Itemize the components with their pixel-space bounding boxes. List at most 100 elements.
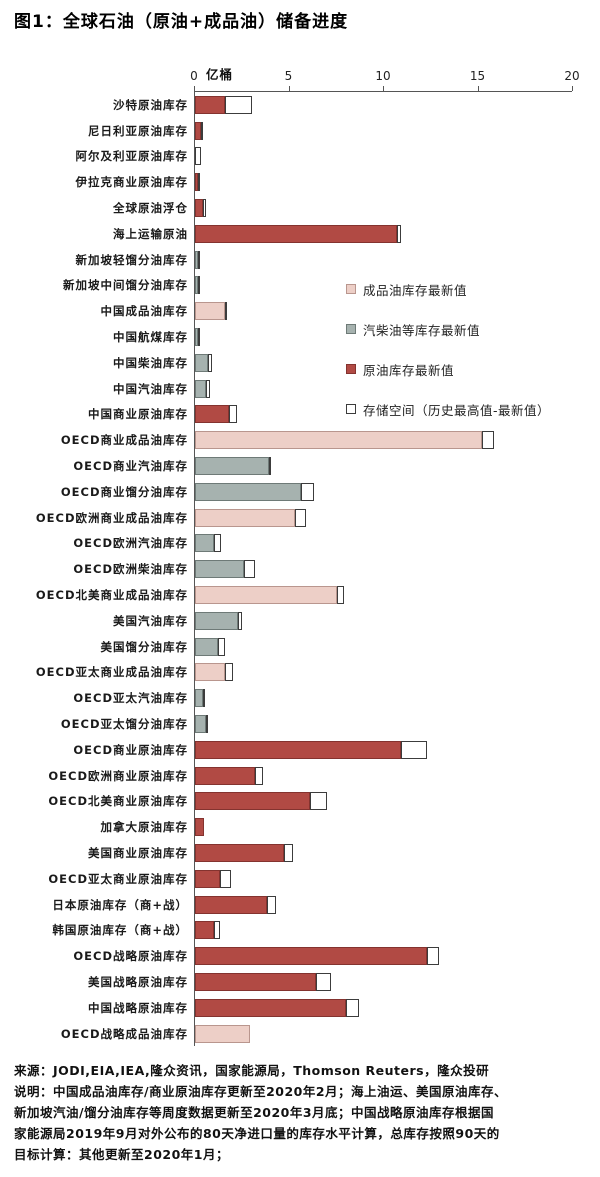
category-label: OECD商业原油库存 — [73, 742, 188, 757]
bar-chart: 亿桶 0 5 10 15 20 沙特原油库存 尼日利亚原油库存 阿尔及利亚原油库存 伊拉克商业… — [14, 64, 586, 1047]
bar-segment-space — [244, 560, 256, 579]
bar-segment-crude — [195, 405, 230, 424]
bar-row: 中国汽油库存 — [113, 376, 572, 402]
bar-track — [195, 844, 294, 862]
bar-segment-space — [336, 586, 345, 605]
legend-swatch-space — [346, 404, 356, 414]
bar-segment-crude — [195, 740, 401, 759]
bar-row: OECD战略原油库存 — [73, 943, 572, 969]
bar-segment-space — [482, 431, 494, 450]
footer-line: 家能源局2019年9月对外公布的80天净进口量的库存水平计算，总库存按照90天的 — [14, 1126, 500, 1142]
category-label: OECD欧洲汽油库存 — [73, 536, 188, 551]
legend-swatch-product — [346, 284, 356, 294]
bar-track — [195, 224, 401, 243]
bar-segment-space — [197, 328, 200, 347]
category-label: OECD北美商业成品油库存 — [35, 588, 188, 603]
bar-row: 韩国原油库存（商+战） — [52, 918, 572, 944]
bar-segment-lightoil — [195, 482, 301, 501]
category-label: OECD亚太馏分油库存 — [60, 717, 188, 732]
bar-track — [195, 431, 494, 450]
bar-segment-lightoil — [195, 689, 203, 708]
bar-row: 全球原油浮仓 — [113, 195, 572, 221]
category-label: 新加坡中间馏分油库存 — [63, 278, 188, 293]
bar-row: OECD商业汽油库存 — [73, 453, 572, 479]
bar-segment-lightoil — [195, 250, 198, 269]
value-axis: 亿桶 0 5 10 15 20 — [190, 64, 580, 92]
bar-track — [195, 689, 205, 708]
source-note: 来源：JODI,EIA,IEA,隆众资讯，国家能源局，Thomson Reute… — [14, 1060, 586, 1165]
category-label: 尼日利亚原油库存 — [88, 123, 188, 138]
bar-segment-space — [213, 534, 222, 553]
bar-segment-space — [427, 947, 439, 966]
bar-row: 中国柴油库存 — [113, 350, 572, 376]
category-label: OECD商业汽油库存 — [73, 459, 188, 474]
bar-segment-product — [195, 586, 337, 605]
bar-segment-space — [310, 792, 328, 811]
bar-segment-space — [206, 715, 209, 734]
category-label: 中国柴油库存 — [113, 355, 188, 370]
bar-segment-product — [195, 431, 483, 450]
bar-segment-space — [202, 199, 207, 218]
bar-segment-crude — [195, 792, 311, 811]
bar-segment-space — [206, 379, 211, 398]
bar-segment-crude — [195, 972, 316, 991]
bar-row: 美国馏分油库存 — [101, 634, 572, 660]
bar-segment-space — [217, 637, 226, 656]
bar-segment-crude — [195, 818, 205, 837]
bar-row: OECD北美商业原油库存 — [48, 789, 572, 815]
bar-track — [195, 895, 277, 914]
bar-track — [195, 250, 200, 269]
bar-track — [195, 586, 345, 605]
category-label: 加拿大原油库存 — [100, 820, 188, 835]
legend-item: 原油库存最新值 — [346, 362, 550, 378]
bar-row: 美国战略原油库存 — [88, 969, 572, 995]
bar-track — [195, 353, 212, 372]
category-label: 伊拉克商业原油库存 — [75, 175, 188, 190]
bar-row: 中国航煤库存 — [113, 324, 572, 350]
bar-segment-space — [268, 457, 271, 476]
footer-line: 说明：中国成品油库存/商业原油库存更新至2020年2月；海上油运、美国原油库存、 — [14, 1084, 508, 1100]
category-label: 日本原油库存（商+战） — [52, 897, 188, 912]
axis-tick — [572, 86, 573, 91]
axis-tick-label: 0 — [190, 69, 198, 83]
bar-row: OECD欧洲柴油库存 — [73, 556, 572, 582]
category-label: 韩国原油库存（商+战） — [52, 923, 188, 938]
bar-row: OECD北美商业成品油库存 — [36, 582, 572, 608]
category-label: OECD亚太汽油库存 — [73, 691, 188, 706]
bar-segment-space — [195, 147, 201, 166]
category-label: 海上运输原油 — [113, 226, 188, 241]
category-label: OECD欧洲柴油库存 — [73, 562, 188, 577]
bar-segment-lightoil — [195, 611, 239, 630]
category-label: OECD亚太商业成品油库存 — [35, 665, 188, 680]
bar-track — [195, 766, 264, 785]
bar-segment-space — [219, 869, 231, 888]
axis-tick-label: 10 — [375, 69, 391, 83]
category-label: 中国成品油库存 — [100, 304, 188, 319]
bar-segment-lightoil — [195, 637, 218, 656]
bar-segment-space — [208, 353, 212, 372]
bar-row: 中国商业原油库存 — [88, 402, 572, 428]
bar-segment-space — [295, 508, 307, 527]
bar-segment-space — [225, 95, 252, 114]
bar-segment-space — [229, 405, 237, 424]
bar-row: 尼日利亚原油库存 — [88, 118, 572, 144]
bar-segment-space — [197, 276, 200, 295]
category-label: 美国馏分油库存 — [100, 639, 188, 654]
bar-segment-space — [225, 302, 228, 321]
bar-row: OECD亚太馏分油库存 — [61, 711, 572, 737]
category-label: OECD战略原油库存 — [73, 949, 188, 964]
bar-segment-space — [266, 895, 277, 914]
bar-track — [195, 740, 428, 759]
bar-row: 新加坡轻馏分油库存 — [76, 247, 572, 273]
bar-track — [195, 637, 226, 656]
footer-line: 新加坡汽油/馏分油库存等周度数据更新至2020年3月底；中国战略原油库存根据国 — [14, 1105, 495, 1121]
figure-title: 图1：全球石油（原油+成品油）储备进度 — [14, 12, 349, 32]
bar-track — [195, 715, 209, 734]
bar-segment-crude — [195, 173, 198, 192]
category-label: 阿尔及利亚原油库存 — [75, 149, 188, 164]
legend-label: 原油库存最新值 — [363, 362, 455, 378]
bar-track — [195, 560, 256, 579]
bar-segment-lightoil — [195, 534, 214, 553]
bar-track — [195, 921, 220, 940]
category-label: 美国战略原油库存 — [88, 974, 188, 989]
